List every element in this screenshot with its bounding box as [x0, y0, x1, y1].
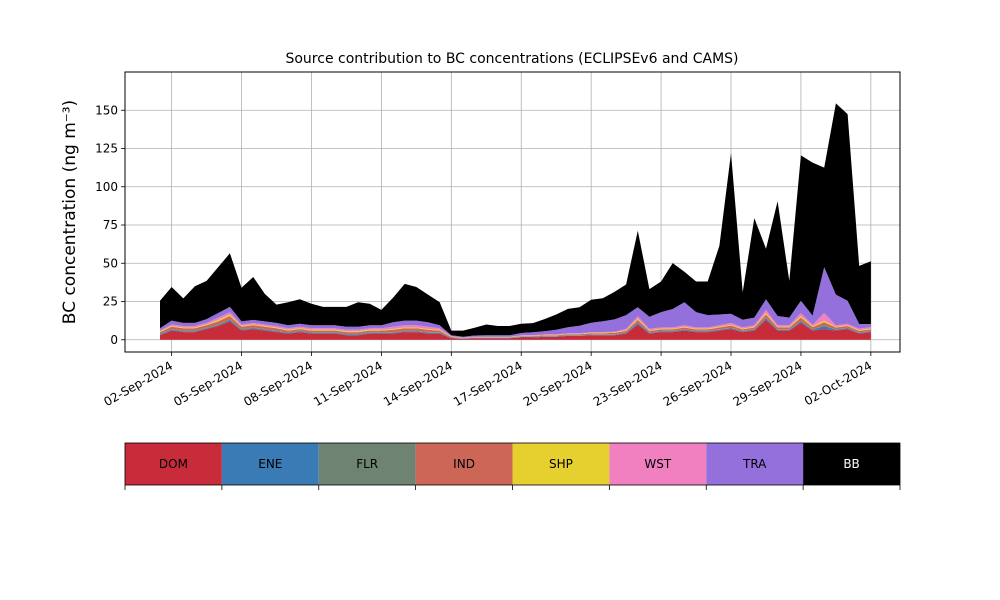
legend-label-shp: SHP	[549, 457, 573, 471]
area-layer	[160, 103, 871, 340]
legend-swatch-bb	[803, 443, 900, 485]
y-tick-label: 0	[110, 333, 118, 347]
x-tick-label: 14-Sep-2024	[381, 358, 455, 409]
legend-swatch-dom	[125, 443, 222, 485]
legend-swatch-ind	[415, 443, 513, 485]
series-area-dom	[160, 319, 871, 340]
legend-swatch-ene	[221, 443, 319, 485]
legend-label-tra: TRA	[742, 457, 767, 471]
x-tick-label: 08-Sep-2024	[241, 358, 315, 409]
series-area-tra	[160, 267, 871, 338]
y-tick-label: 25	[103, 295, 118, 309]
x-tick-label: 11-Sep-2024	[311, 358, 385, 409]
x-tick-label: 17-Sep-2024	[451, 358, 525, 409]
y-tick-label: 150	[95, 103, 118, 117]
legend-label-dom: DOM	[159, 457, 188, 471]
legend-swatch-tra	[706, 443, 804, 485]
legend-swatch-shp	[512, 443, 610, 485]
x-tick-label: 05-Sep-2024	[171, 358, 245, 409]
series-area-shp	[160, 313, 871, 339]
y-tick-label: 125	[95, 142, 118, 156]
legend-label-bb: BB	[843, 457, 859, 471]
x-tick-label: 20-Sep-2024	[521, 358, 595, 409]
legend-label-flr: FLR	[356, 457, 378, 471]
legend-swatch-flr	[318, 443, 416, 485]
series-area-bb	[160, 103, 871, 337]
x-tick-label: 02-Sep-2024	[101, 358, 175, 409]
legend-label-ind: IND	[453, 457, 475, 471]
series-area-ene	[160, 318, 871, 339]
plot-frame	[124, 71, 901, 353]
x-tick-label: 02-Oct-2024	[802, 358, 874, 408]
y-tick-label: 75	[103, 218, 118, 232]
x-tick-label: 23-Sep-2024	[591, 358, 665, 409]
x-tick-label: 26-Sep-2024	[661, 358, 735, 409]
legend-colorbar: DOM ENE FLR IND SHP WST TRA BB	[124, 442, 901, 490]
y-tick-label: 100	[95, 180, 118, 194]
legend-label-wst: WST	[644, 457, 671, 471]
series-area-ind	[160, 314, 871, 339]
series-area-wst	[160, 309, 871, 338]
legend-swatch-wst	[609, 443, 707, 485]
y-axis-label: BC concentration (ng m⁻³)	[60, 100, 80, 324]
series-area-flr	[160, 317, 871, 339]
y-tick-label: 50	[103, 256, 118, 270]
x-tick-label: 29-Sep-2024	[731, 358, 805, 409]
legend-label-ene: ENE	[258, 457, 282, 471]
chart-title: Source contribution to BC concentrations…	[285, 51, 738, 67]
